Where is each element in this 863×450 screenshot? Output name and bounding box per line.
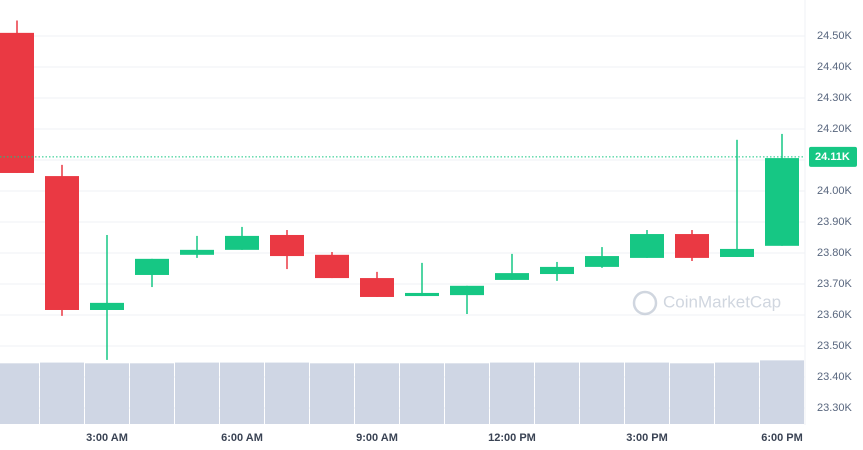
candle-body: [45, 176, 79, 310]
current-price-label: 24.11K: [815, 151, 850, 163]
candle-body: [0, 32, 34, 173]
candle-body: [405, 292, 439, 297]
candle-body: [450, 285, 484, 296]
watermark: CoinMarketCap: [632, 290, 781, 316]
x-tick-label: 12:00 PM: [488, 432, 536, 444]
candle-body: [585, 256, 619, 267]
background-layer: [0, 0, 806, 425]
volume-bar: [580, 362, 624, 424]
candle-body: [90, 302, 124, 310]
candle-body: [630, 234, 664, 258]
y-tick-label: 23.30K: [817, 402, 853, 414]
volume-bar: [40, 362, 84, 424]
candle-body: [315, 254, 349, 279]
volume-bar: [760, 360, 804, 424]
candle-body: [675, 234, 709, 258]
volume-bar: [535, 362, 579, 424]
watermark-logo: [632, 290, 658, 316]
y-tick-label: 23.40K: [817, 371, 853, 383]
volume-bar: [625, 362, 669, 424]
x-tick-label: 3:00 AM: [86, 432, 128, 444]
candle-body: [495, 273, 529, 280]
y-tick-label: 23.90K: [817, 216, 853, 228]
current-price-box: [809, 146, 857, 167]
y-tick-label: 23.70K: [817, 278, 853, 290]
volume-bar: [220, 362, 264, 424]
volume-bar: [130, 363, 174, 424]
y-tick-label: 23.50K: [817, 340, 853, 352]
volume-bar: [400, 363, 444, 424]
y-tick-label: 23.60K: [817, 309, 853, 321]
volume-bar: [355, 363, 399, 424]
candle-body: [180, 249, 214, 255]
candle-body: [360, 278, 394, 297]
y-tick-label: 23.80K: [817, 247, 853, 259]
candle-body: [135, 258, 169, 275]
candle-body: [270, 234, 304, 257]
candle-body: [720, 248, 754, 257]
volume-bar: [670, 363, 714, 424]
volume-bar: [85, 363, 129, 424]
x-tick-label: 6:00 AM: [221, 432, 263, 444]
y-tick-label: 24.50K: [817, 30, 853, 42]
candle-body: [540, 266, 574, 275]
y-tick-label: 24.40K: [817, 61, 853, 73]
volume-bar: [490, 362, 534, 424]
y-tick-label: 24.30K: [817, 92, 853, 104]
watermark-text: CoinMarketCap: [663, 292, 781, 311]
candle-body: [225, 235, 259, 250]
y-tick-label: 24.20K: [817, 123, 853, 135]
volume-bar: [0, 363, 39, 424]
volume-bar: [715, 362, 759, 424]
volume-bar: [445, 363, 489, 424]
candle-body: [765, 158, 799, 246]
volume-bar: [265, 362, 309, 424]
volume-bar: [310, 363, 354, 424]
x-tick-label: 6:00 PM: [761, 432, 803, 444]
y-tick-label: 24.00K: [817, 185, 853, 197]
x-tick-label: 3:00 PM: [626, 432, 668, 444]
volume-bar: [175, 362, 219, 424]
x-tick-label: 9:00 AM: [356, 432, 398, 444]
